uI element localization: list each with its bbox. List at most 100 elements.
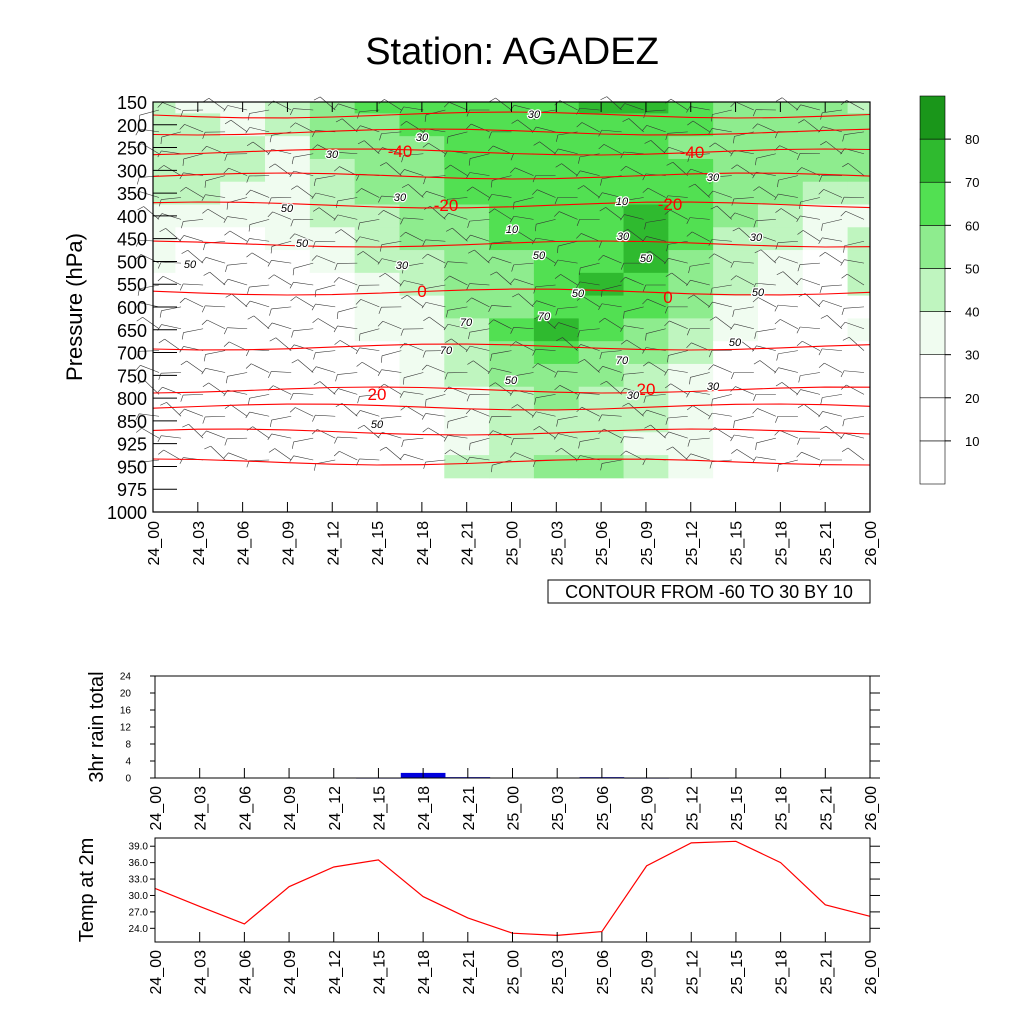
- wind-barb: [139, 459, 160, 463]
- wind-barb: [514, 197, 534, 203]
- wind-barb: [803, 119, 821, 133]
- humidity-cell: [668, 386, 714, 410]
- humidity-cell: [309, 318, 356, 342]
- humidity-cell: [489, 318, 535, 342]
- humidity-cell: [444, 204, 490, 228]
- humidity-cell: [309, 204, 356, 228]
- wind-barb: [581, 406, 600, 417]
- wind-barb-flag: [135, 254, 142, 260]
- wind-barb-flag: [466, 394, 470, 402]
- wind-barb: [428, 427, 446, 439]
- wind-barb-flag: [226, 202, 229, 210]
- humidity-cell: [309, 158, 356, 183]
- wind-barb-flag: [490, 180, 493, 188]
- wind-barb: [579, 107, 600, 111]
- wind-barb-flag: [598, 129, 603, 137]
- wind-barb-flag: [356, 361, 363, 367]
- wind-barb-flag: [312, 241, 316, 249]
- wind-barb: [188, 424, 204, 439]
- wind-barb: [448, 415, 468, 422]
- rain-xtick-label: 25_12: [684, 786, 701, 831]
- wind-barb: [513, 215, 534, 220]
- humidity-cell: [578, 181, 625, 205]
- wind-barb: [539, 426, 556, 439]
- wind-barb: [624, 103, 644, 111]
- wind-barb: [359, 219, 380, 224]
- wind-barb: [712, 190, 732, 198]
- wind-barb: [251, 363, 270, 373]
- wind-barb: [315, 175, 336, 180]
- isotherm-label: 0: [663, 288, 672, 307]
- pressure-tick-label: 300: [117, 161, 147, 181]
- wind-barb-flag: [601, 289, 603, 297]
- wind-barb: [711, 175, 732, 178]
- wind-barb: [447, 323, 468, 330]
- wind-barb-flag: [776, 353, 779, 361]
- wind-barb-flag: [774, 319, 781, 325]
- wind-barb: [846, 384, 865, 395]
- wind-barb: [580, 262, 600, 269]
- wind-barb-flag: [333, 214, 339, 221]
- humidity-cell: [847, 204, 871, 228]
- wind-barb: [782, 271, 799, 286]
- wind-barb: [384, 99, 402, 111]
- wind-barb: [516, 230, 534, 242]
- wind-barb: [690, 279, 710, 286]
- wind-barb-flag: [731, 164, 738, 170]
- humidity-cell: [757, 455, 804, 479]
- wind-barb: [139, 128, 160, 133]
- wind-barb-flag: [423, 177, 426, 185]
- wind-barb: [405, 231, 424, 242]
- wind-barb-flag: [179, 235, 185, 242]
- wind-barb: [250, 189, 270, 198]
- wind-barb: [271, 260, 292, 264]
- wind-barb-flag: [423, 462, 426, 469]
- wind-barb-flag: [224, 153, 228, 161]
- wind-barb: [273, 274, 292, 286]
- wind-barb-flag: [553, 433, 559, 440]
- wind-barb-flag: [377, 369, 382, 376]
- wind-barb-flag: [687, 120, 694, 126]
- humidity-fill-layer: [153, 102, 871, 479]
- wind-barb-flag: [248, 224, 251, 232]
- humidity-cell: [757, 409, 804, 433]
- wind-barb-flag: [157, 387, 163, 393]
- wind-barb-flag: [247, 315, 254, 320]
- wind-barb: [623, 436, 644, 439]
- wind-barb: [139, 109, 160, 116]
- temp-ytick-label: 27.0: [129, 907, 149, 918]
- humidity-cell: [668, 158, 714, 183]
- wind-barb: [803, 230, 821, 242]
- wind-barb: [293, 281, 314, 286]
- humidity-cell: [623, 250, 669, 274]
- wind-barb: [581, 122, 600, 133]
- wind-barb: [249, 127, 270, 133]
- temp-xtick-label: 25_21: [818, 950, 835, 995]
- wind-barb-flag: [202, 382, 209, 388]
- humidity-cell: [399, 136, 445, 160]
- contour-label: 50: [533, 250, 546, 262]
- humidity-cell: [265, 181, 311, 205]
- wind-barb-flag: [598, 241, 602, 248]
- humidity-cell: [578, 204, 625, 228]
- wind-barb-flag: [598, 255, 604, 261]
- wind-barb-flag: [487, 256, 493, 263]
- wind-barb-flag: [487, 194, 493, 201]
- wind-barb: [425, 459, 446, 463]
- wind-barb: [734, 323, 754, 330]
- humidity-cell: [265, 136, 311, 160]
- wind-barb-flag: [776, 271, 784, 276]
- wind-barb-flag: [752, 297, 759, 303]
- wind-barb-flag: [732, 309, 735, 317]
- wind-barb-flag: [204, 445, 211, 450]
- wind-barb: [161, 213, 182, 220]
- wind-barb: [447, 197, 468, 200]
- wind-barb-flag: [333, 451, 340, 457]
- wind-barb-flag: [755, 442, 757, 450]
- wind-barb-flag: [313, 179, 316, 187]
- wind-barb: [273, 385, 292, 395]
- wind-barb: [403, 372, 424, 378]
- humidity-cell: [444, 455, 490, 479]
- wind-barb: [425, 413, 446, 417]
- humidity-cell: [175, 158, 221, 183]
